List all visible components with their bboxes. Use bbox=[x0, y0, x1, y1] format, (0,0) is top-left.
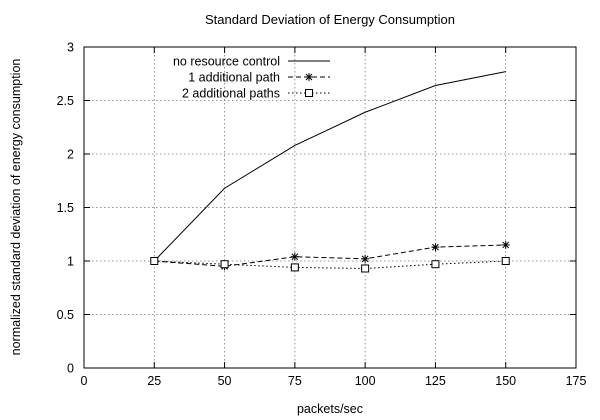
x-tick-label: 175 bbox=[566, 374, 587, 388]
data-point bbox=[431, 260, 440, 269]
y-axis-label: normalized standard deviation of energy … bbox=[9, 59, 23, 356]
x-tick-label: 100 bbox=[355, 374, 376, 388]
legend-label: 2 additional paths bbox=[182, 87, 280, 101]
data-point bbox=[431, 243, 440, 252]
data-point bbox=[501, 257, 510, 265]
legend-label: 1 additional path bbox=[188, 71, 280, 85]
series-2 bbox=[150, 240, 510, 271]
y-tick-label: 3 bbox=[67, 41, 74, 55]
data-point bbox=[361, 254, 370, 263]
x-tick-label: 125 bbox=[425, 374, 446, 388]
series-layer bbox=[150, 71, 510, 273]
x-tick-label: 75 bbox=[288, 374, 302, 388]
series-1 bbox=[153, 71, 506, 262]
y-tick-label: 2 bbox=[67, 148, 74, 162]
axis-ticks bbox=[83, 46, 577, 369]
grid bbox=[84, 47, 576, 368]
data-point bbox=[290, 252, 299, 261]
data-point bbox=[150, 257, 159, 265]
x-tick-labels: 0 25 50 75 100 125 150 175 bbox=[81, 374, 587, 388]
data-point bbox=[220, 260, 229, 269]
y-tick-label: 1.5 bbox=[57, 201, 74, 215]
data-point bbox=[290, 263, 299, 272]
y-tick-label: 0 bbox=[67, 362, 74, 376]
x-tick-label: 0 bbox=[81, 374, 88, 388]
x-tick-label: 150 bbox=[495, 374, 516, 388]
series-3 bbox=[150, 257, 510, 273]
series-line bbox=[154, 244, 506, 267]
legend: no resource control 1 additional path 2 ad… bbox=[173, 55, 330, 101]
y-tick-label: 2.5 bbox=[57, 94, 74, 108]
legend-marker bbox=[305, 73, 313, 81]
x-axis-label: packets/sec bbox=[297, 402, 363, 416]
y-tick-labels: 0 0.5 1 1.5 2 2.5 3 bbox=[57, 41, 74, 376]
x-tick-label: 50 bbox=[218, 374, 232, 388]
y-tick-label: 1 bbox=[67, 255, 74, 269]
chart-title: Standard Deviation of Energy Consumption bbox=[205, 12, 455, 27]
y-tick-label: 0.5 bbox=[57, 308, 74, 322]
data-point bbox=[361, 264, 370, 273]
legend-marker bbox=[305, 89, 313, 97]
series-line bbox=[153, 71, 506, 262]
x-tick-label: 25 bbox=[147, 374, 161, 388]
data-point bbox=[501, 240, 510, 249]
series-line bbox=[154, 260, 506, 269]
legend-label: no resource control bbox=[173, 55, 280, 69]
plot-frame bbox=[83, 46, 577, 369]
